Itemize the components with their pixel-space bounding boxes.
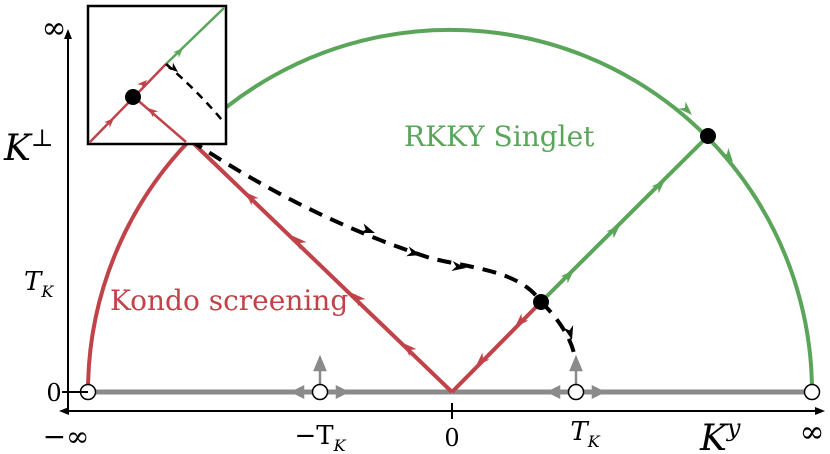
region-label-kondo: Kondo screening: [110, 284, 348, 317]
arrowhead-icon: [313, 354, 327, 372]
green-arc: [188, 27, 814, 393]
arrowhead-icon: [606, 225, 620, 239]
x-tick-neg-inf: −∞: [43, 420, 90, 453]
arrowhead-icon: [406, 246, 421, 257]
filled-circle-icon: [700, 128, 716, 144]
x-tick-pos-tk: TK: [570, 417, 600, 451]
arrowhead-icon: [104, 118, 114, 128]
arrowhead-icon: [137, 80, 147, 90]
unstable-points: [79, 383, 821, 401]
green-line: [539, 134, 710, 304]
arrowhead-icon: [546, 384, 561, 400]
arrowhead-icon: [167, 62, 178, 72]
x-tick-pos-inf: ∞: [800, 415, 825, 450]
y-tick-inf: ∞: [42, 11, 67, 46]
x-axis-label: Ky: [699, 414, 741, 454]
open-circle-icon: [311, 383, 329, 401]
y-tick-zero-label: 0: [46, 379, 61, 407]
arrowhead-icon: [403, 343, 417, 357]
red-right-arrows: [476, 313, 529, 366]
dashed-flow-path: [188, 138, 577, 359]
arrowhead-icon: [563, 325, 574, 340]
open-circle-icon: [803, 383, 821, 401]
open-circle-icon: [567, 383, 585, 401]
gray-flow-arrows: [290, 354, 606, 400]
arrowhead-icon: [335, 384, 350, 400]
arrowhead-icon: [678, 101, 692, 115]
red-arc: [86, 138, 192, 393]
arrowhead-icon: [720, 147, 733, 162]
arrowhead-icon: [352, 293, 366, 307]
arrowhead-icon: [360, 223, 375, 233]
green-arc-arrows: [678, 101, 733, 162]
red-line-left: [188, 138, 454, 394]
dashed-arrows: [360, 223, 574, 340]
arrowhead-icon: [560, 270, 574, 284]
x-tick-neg-tk: −TK: [294, 421, 346, 454]
red-line-right: [450, 300, 543, 394]
filled-circle-icon: [125, 89, 141, 105]
green-line-arrows: [560, 180, 665, 284]
x-tick-zero-label: 0: [444, 424, 459, 452]
filled-circle-icon: [533, 294, 549, 310]
arrowhead-icon: [290, 384, 305, 400]
arrowhead-icon: [591, 384, 606, 400]
arrowhead-icon: [451, 261, 466, 272]
red-left-arrows: [245, 192, 417, 357]
arrowhead-icon: [245, 192, 259, 206]
arrowhead-icon: [569, 354, 583, 372]
arrowhead-icon: [651, 180, 665, 194]
y-axis-label: K⊥: [3, 124, 53, 169]
region-label-rkky: RKKY Singlet: [404, 120, 595, 153]
inset-zoom: [86, 4, 228, 146]
arrowhead-icon: [476, 352, 490, 366]
arrowhead-icon: [515, 313, 529, 327]
arrowhead-icon: [148, 108, 159, 118]
arrowhead-icon: [293, 236, 307, 250]
y-tick-tk: TK: [24, 267, 54, 301]
